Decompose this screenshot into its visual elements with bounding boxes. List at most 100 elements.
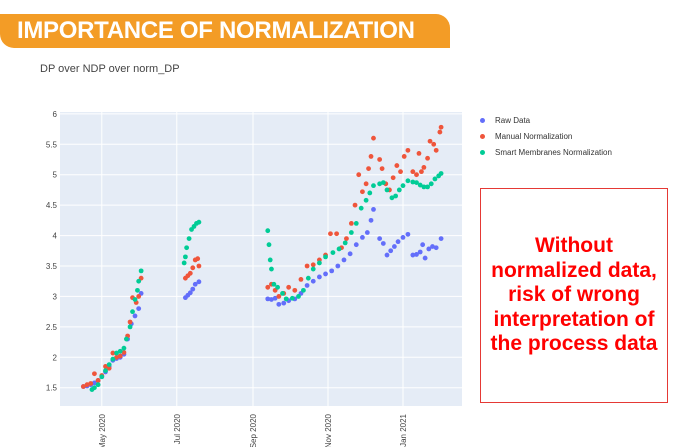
data-point [347,251,353,257]
data-point [353,242,359,248]
data-point [427,138,433,144]
data-point [363,197,369,203]
data-point [400,234,406,240]
data-point [88,381,94,386]
x-tick-label: Jul 2020 [173,413,182,444]
data-point [414,180,419,186]
data-point [368,154,374,159]
data-point [135,287,140,293]
data-point [438,124,444,130]
data-point [380,241,386,246]
data-point [192,281,198,287]
title-banner: IMPORTANCE OF NORMALIZATION [0,14,450,48]
data-point [328,231,333,237]
data-point [195,256,201,262]
chart-title: DP over NDP over norm_DP [40,63,180,75]
data-point [106,365,112,371]
y-tick-label: 3.5 [46,262,58,271]
y-tick-label: 2 [53,353,58,362]
data-point [329,268,335,274]
data-point [334,231,340,237]
data-point [393,193,399,199]
data-point [384,252,390,258]
data-point [280,290,285,296]
data-point [344,236,349,242]
data-point [348,220,354,226]
data-point [110,356,116,362]
data-point [356,172,362,178]
data-point [425,155,430,161]
data-point [430,244,435,249]
data-point [366,166,371,172]
data-point [371,135,376,141]
data-point [196,263,202,269]
data-point [276,294,282,299]
data-point [310,262,316,268]
data-point [121,345,127,351]
data-point [305,275,311,281]
data-point [266,242,272,248]
y-tick-label: 5.5 [46,140,58,149]
data-point [132,313,138,319]
data-point [265,284,271,290]
data-point [304,263,310,269]
data-point [92,380,97,386]
data-point [187,270,193,276]
data-point [267,257,273,263]
data-point [265,296,271,302]
data-point [358,205,364,211]
callout-box: Without normalized data, risk of wrong i… [480,188,668,403]
data-point [360,234,365,240]
data-point [353,220,359,226]
data-point [368,217,374,223]
data-point [405,178,411,184]
data-point [283,296,289,302]
data-point [84,382,90,388]
data-point [425,184,430,190]
data-point [390,175,396,181]
data-point [196,219,202,225]
legend-marker [480,133,485,139]
data-point [377,236,383,242]
legend-item-manual[interactable]: Manual Normalization [480,128,612,144]
data-point [304,283,310,288]
data-point [330,250,336,256]
x-tick-label: May 2020 [98,413,107,447]
data-point [417,182,423,188]
data-point [367,190,373,196]
data-point [103,364,108,369]
data-point [414,252,419,257]
data-point [92,371,97,377]
data-point [281,300,287,306]
data-point [438,236,444,242]
data-point [426,246,432,252]
legend-marker [480,117,485,123]
data-point [187,290,193,296]
x-tick-label: Nov 2020 [324,413,333,447]
data-point [420,242,426,248]
y-tick-label: 1.5 [46,384,58,393]
y-tick-label: 4 [53,232,58,241]
data-point [391,244,397,249]
data-point [138,268,144,274]
data-point [377,157,383,162]
data-point [433,147,439,153]
data-point [352,202,358,208]
data-point [80,384,86,389]
data-point [110,350,116,356]
data-point [99,374,105,380]
legend-item-smart[interactable]: Smart Membranes Normalization [480,144,612,160]
data-point [437,129,443,135]
data-point [276,301,282,307]
data-point [269,266,274,272]
legend-item-raw[interactable]: Raw Data [480,112,612,128]
data-point [417,249,423,255]
data-point [114,350,119,356]
data-point [396,187,402,193]
data-point [289,295,295,301]
data-point [360,189,365,195]
data-point [95,382,101,388]
data-point [405,231,411,237]
data-point [136,278,142,284]
